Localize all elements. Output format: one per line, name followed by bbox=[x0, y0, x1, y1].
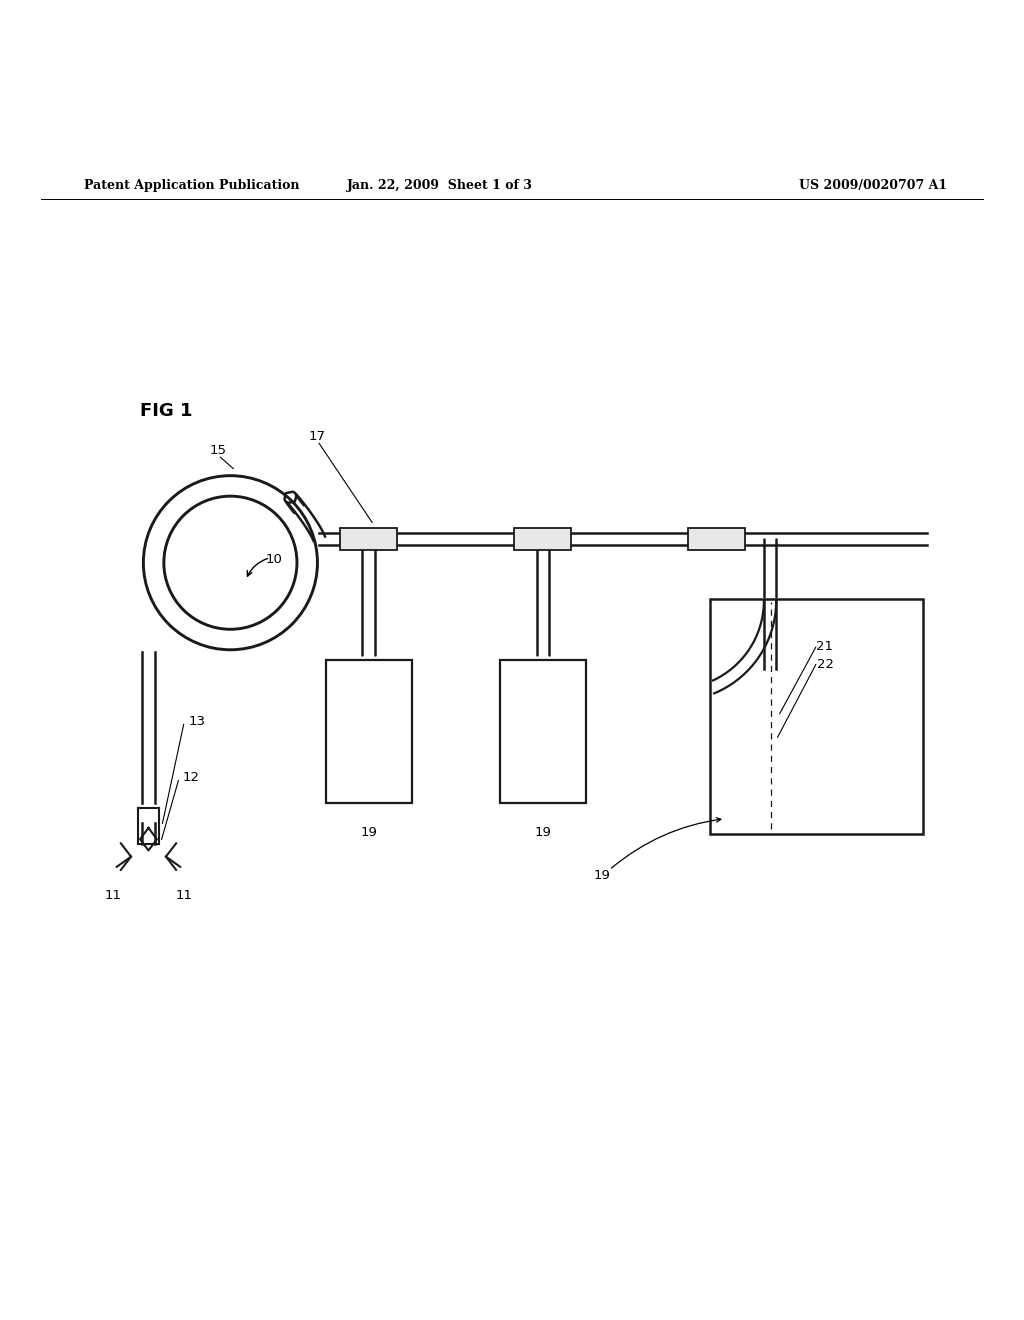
Text: 19: 19 bbox=[535, 825, 551, 838]
Text: 22: 22 bbox=[817, 657, 834, 671]
Text: FIG 1: FIG 1 bbox=[140, 403, 193, 420]
Text: 10: 10 bbox=[266, 553, 283, 566]
Text: 21: 21 bbox=[816, 640, 833, 653]
Bar bbox=[326, 660, 412, 804]
Bar bbox=[514, 528, 571, 550]
Text: 13: 13 bbox=[188, 715, 205, 727]
Text: 19: 19 bbox=[594, 869, 610, 882]
Bar bbox=[340, 528, 397, 550]
Bar bbox=[688, 528, 745, 550]
Text: Patent Application Publication: Patent Application Publication bbox=[84, 180, 299, 193]
Text: 17: 17 bbox=[309, 430, 326, 444]
Text: 19: 19 bbox=[360, 825, 377, 838]
Text: Jan. 22, 2009  Sheet 1 of 3: Jan. 22, 2009 Sheet 1 of 3 bbox=[347, 180, 534, 193]
Bar bbox=[710, 598, 923, 834]
Text: 15: 15 bbox=[210, 444, 226, 457]
Text: US 2009/0020707 A1: US 2009/0020707 A1 bbox=[799, 180, 947, 193]
Bar bbox=[500, 660, 586, 804]
Text: 11: 11 bbox=[176, 890, 193, 902]
Text: 12: 12 bbox=[183, 771, 200, 784]
Text: 11: 11 bbox=[104, 890, 121, 902]
